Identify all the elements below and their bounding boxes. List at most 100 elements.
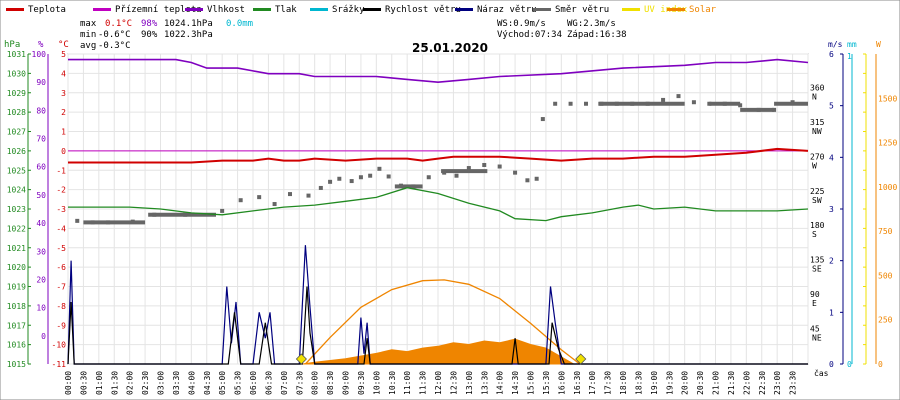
pct-tick: 20 (36, 275, 46, 284)
temp-tick: 1 (61, 128, 66, 137)
wind-dir-point (676, 94, 681, 99)
hpa-tick: 1026 (7, 147, 26, 156)
hpa-tick: 1030 (7, 69, 26, 78)
stat-max-rain: 0.0mm (226, 19, 253, 29)
x-axis: 00:00 00:30 01:00 01:30 02:00 02:30 03:00 03:30… (64, 368, 829, 395)
wind-dir-band (394, 184, 423, 189)
x-tick: 15:30 (542, 371, 551, 395)
series (67, 58, 809, 365)
x-tick: 12:00 (434, 371, 443, 395)
x-tick: 01:00 (95, 371, 104, 395)
dir-name-tick: SE (812, 265, 822, 274)
x-tick: 01:30 (110, 371, 119, 395)
hpa-tick: 1027 (7, 128, 26, 137)
hpa-tick: 1023 (7, 205, 26, 214)
temperature-line (68, 147, 809, 164)
hpa-tick: 1031 (7, 50, 26, 59)
x-tick: 02:00 (126, 371, 135, 395)
wind-dir-point (318, 185, 323, 190)
stat-min-label: min (80, 30, 96, 40)
chart-title: 25.01.2020 (412, 41, 488, 55)
x-tick: 05:30 (234, 371, 243, 395)
legend-label: Náraz větru (477, 5, 537, 15)
x-tick: 17:30 (604, 371, 613, 395)
dir-deg-tick: 180 (810, 221, 825, 230)
dir-deg-tick: 45 (810, 325, 820, 334)
left-axes: hPa% °C1031103010291028102710261025102410… (4, 40, 69, 369)
temp-tick: -4 (56, 224, 66, 233)
mm-tick: 0 (847, 360, 852, 369)
wind-dir-band (598, 101, 685, 106)
wind-dir-point (540, 117, 545, 122)
legend-swatch (253, 8, 271, 11)
wind-dir-point (553, 101, 558, 106)
x-tick: 17:00 (588, 371, 597, 395)
temp-tick: -2 (56, 186, 66, 195)
stat-sunset: Západ:16:38 (567, 30, 627, 40)
x-tick: 19:30 (665, 371, 674, 395)
wind-dir-point (358, 175, 363, 180)
legend-label: Teplota (28, 5, 66, 15)
x-tick: 10:30 (388, 371, 397, 395)
dir-name-tick: E (812, 299, 817, 308)
ms-tick: 6 (829, 50, 834, 59)
hpa-tick: 1018 (7, 302, 26, 311)
wind-dir-point (513, 170, 518, 175)
pct-tick: 60 (36, 163, 46, 172)
dir-name-tick: N (812, 92, 817, 101)
stat-avg-temp: -0.3°C (98, 41, 131, 51)
x-tick: 08:30 (326, 371, 335, 395)
temp-tick: -11 (52, 360, 67, 369)
uv-marker (295, 353, 307, 365)
right-axes: 360N315NW270W225SW180S135SE90E45NEm/s654… (810, 40, 897, 369)
wind-dir-point (691, 100, 696, 105)
axis-unit-hpa: hPa (4, 40, 20, 50)
x-tick: 00:30 (79, 371, 88, 395)
temp-tick: 3 (61, 89, 66, 98)
dir-deg-tick: 360 (810, 83, 825, 92)
stat-max-label: max (80, 19, 97, 29)
humidity-line (68, 58, 809, 84)
x-tick: 13:30 (480, 371, 489, 395)
wind-dir-point (386, 174, 391, 179)
x-tick: 11:30 (419, 371, 428, 395)
wind-dir-band (148, 212, 216, 217)
pct-tick: 0 (41, 332, 46, 341)
legend-swatch (185, 8, 203, 11)
legend: Teplota Přízemní teplota Vlhkost Tlak Srážky… (6, 5, 717, 15)
uv-marker (575, 353, 587, 365)
hpa-tick: 1022 (7, 224, 26, 233)
legend-label: Přízemní teplota (115, 5, 202, 15)
x-tick: 05:00 (218, 371, 227, 395)
temp-tick: -8 (56, 302, 66, 311)
x-axis-label: čas (814, 368, 829, 378)
wind-dir-point (349, 179, 354, 184)
legend-swatch (93, 8, 111, 11)
legend-swatch (667, 8, 685, 11)
w-tick: 750 (878, 227, 893, 236)
hpa-tick: 1020 (7, 263, 26, 272)
ms-tick: 5 (829, 102, 834, 111)
dir-name-tick: S (812, 230, 817, 239)
x-tick: 02:30 (141, 371, 150, 395)
temp-tick: -6 (56, 263, 66, 272)
x-tick: 16:30 (573, 371, 582, 395)
wind-dir-point (288, 192, 292, 197)
wind-dir-point (337, 176, 342, 181)
stat-min-press: 1022.3hPa (164, 30, 213, 40)
hpa-tick: 1021 (7, 244, 26, 253)
w-tick: 0 (878, 360, 883, 369)
x-tick: 07:00 (280, 371, 289, 395)
ms-tick: 0 (829, 360, 834, 369)
ms-tick: 4 (829, 153, 834, 162)
axis-unit-ms: m/s (828, 40, 843, 49)
dir-deg-tick: 90 (810, 290, 820, 299)
axis-unit-mm: mm (847, 40, 857, 49)
x-tick: 19:00 (650, 371, 659, 395)
pct-tick: 70 (36, 135, 46, 144)
x-tick: 08:00 (311, 371, 320, 395)
stat-sunrise: Východ:07:34 (497, 30, 562, 40)
w-tick: 1250 (878, 139, 897, 148)
hpa-tick: 1024 (7, 186, 26, 195)
legend-label: Směr větru (555, 5, 609, 15)
